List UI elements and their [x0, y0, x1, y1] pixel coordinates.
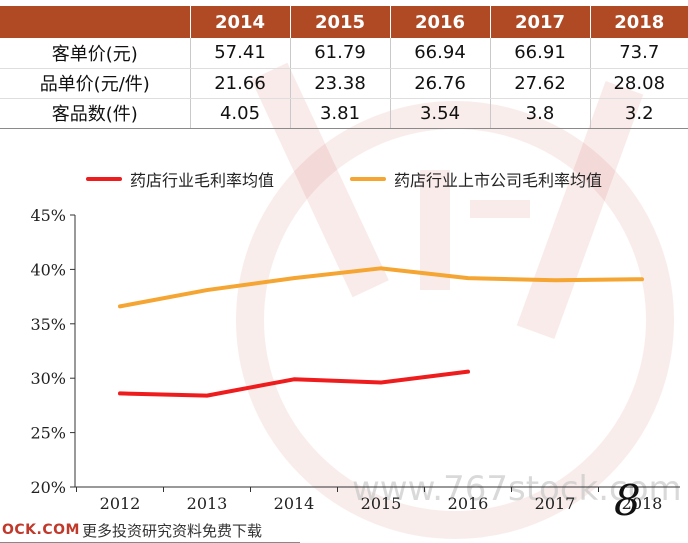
footer: OCK.COM 更多投资研究资料免费下载	[0, 518, 688, 543]
table-cell: 27.62	[490, 68, 591, 99]
row-label: 品单价(元/件)	[0, 68, 191, 99]
x-tick-label: 2013	[187, 494, 228, 513]
legend-item-series2: 药店行业上市公司毛利率均值	[350, 168, 602, 190]
x-tick-label: 2017	[535, 494, 576, 513]
table-cell: 3.8	[490, 98, 591, 129]
table-cell: 57.41	[190, 38, 291, 69]
table-cell: 26.76	[390, 68, 491, 99]
table-header-cell: 2014	[190, 6, 291, 38]
x-tick-label: 2012	[100, 494, 141, 513]
legend-swatch	[86, 177, 122, 181]
table-cell: 21.66	[190, 68, 291, 99]
table-cell: 66.91	[490, 38, 591, 69]
table-cell: 66.94	[390, 38, 491, 69]
footer-site[interactable]: OCK.COM	[2, 522, 80, 538]
row-label: 客单价(元)	[0, 38, 191, 69]
table-row: 客单价(元) 57.41 61.79 66.94 66.91 73.7	[0, 38, 688, 69]
table-header-row: 2014 2015 2016 2017 2018	[0, 6, 688, 38]
y-tick-label: 25%	[30, 424, 66, 443]
table-header-cell: 2018	[590, 6, 688, 38]
x-tick-label: 2018	[622, 494, 663, 513]
chart-series	[118, 266, 644, 398]
table-cell: 3.2	[590, 98, 688, 129]
series-line-1	[118, 369, 470, 398]
table-cell: 3.81	[290, 98, 391, 129]
table-cell: 3.54	[390, 98, 491, 129]
page-number: 8	[614, 476, 641, 525]
chart-ticks: 20% 25% 30% 35% 40% 45% 2012 2013 2014 2015 2016 20…	[30, 206, 662, 513]
table-header-cell: 2017	[490, 6, 591, 38]
legend-swatch	[350, 177, 386, 181]
y-tick-label: 35%	[30, 315, 66, 334]
y-tick-label: 45%	[30, 206, 66, 225]
legend-label: 药店行业毛利率均值	[130, 171, 275, 190]
x-tick-label: 2014	[274, 494, 315, 513]
y-tick-label: 30%	[30, 369, 66, 388]
x-tick-label: 2016	[448, 494, 489, 513]
table-cell: 73.7	[590, 38, 688, 69]
table-row: 品单价(元/件) 21.66 23.38 26.76 27.62 28.08	[0, 68, 688, 99]
table-cell: 4.05	[190, 98, 291, 129]
chart-axes	[74, 215, 680, 488]
data-table: 2014 2015 2016 2017 2018 客单价(元) 57.41 61…	[0, 6, 688, 129]
table-row: 客品数(件) 4.05 3.81 3.54 3.8 3.2	[0, 98, 688, 129]
table-cell: 61.79	[290, 38, 391, 69]
line-chart: 20% 25% 30% 35% 40% 45% 2012 2013 2014 2015 2016 20…	[30, 206, 680, 513]
table-cell: 23.38	[290, 68, 391, 99]
table-header-cell: 2015	[290, 6, 391, 38]
row-label: 客品数(件)	[0, 98, 191, 129]
series-line-2	[118, 266, 644, 309]
x-tick-label: 2015	[361, 494, 402, 513]
footer-text[interactable]: 更多投资研究资料免费下载	[82, 522, 263, 540]
table-header-cell	[0, 6, 191, 38]
legend-item-series1: 药店行业毛利率均值	[86, 168, 274, 190]
legend-label: 药店行业上市公司毛利率均值	[394, 171, 603, 190]
y-tick-label: 40%	[30, 260, 66, 279]
y-tick-label: 20%	[30, 478, 66, 497]
table-header-cell: 2016	[390, 6, 491, 38]
table-cell: 28.08	[590, 68, 688, 99]
